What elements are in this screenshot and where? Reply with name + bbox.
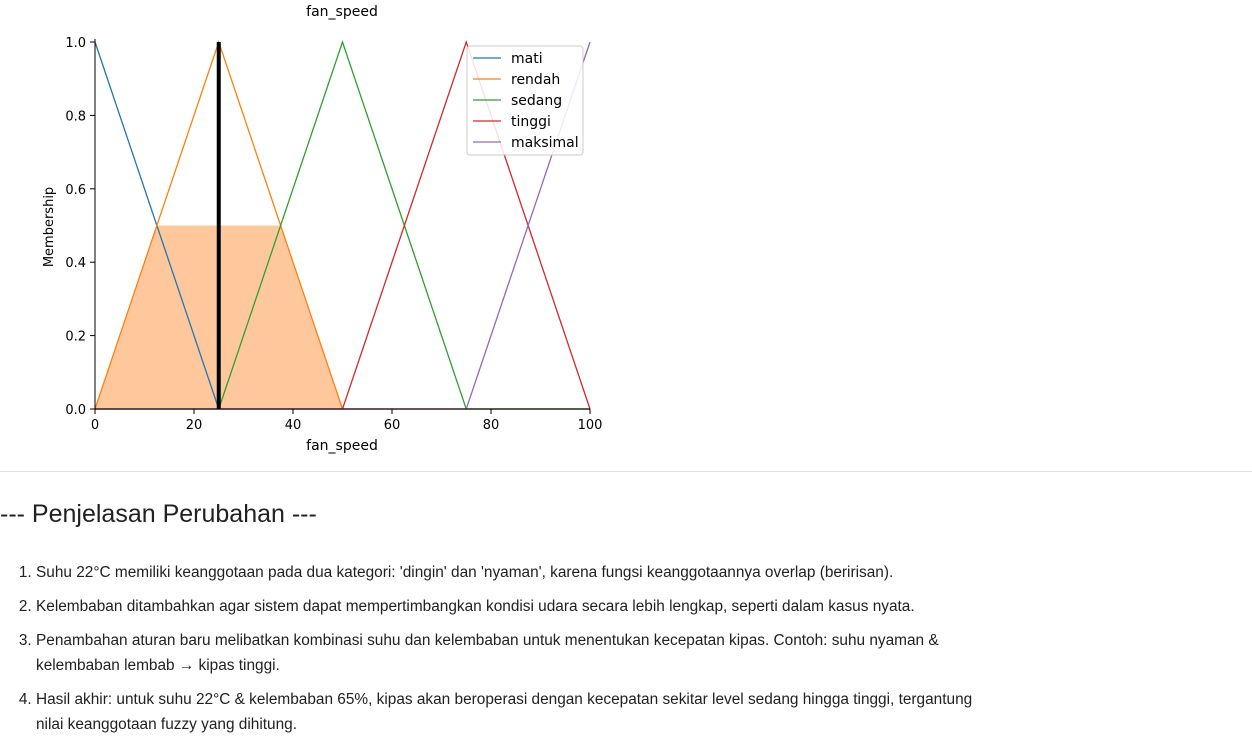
x-tick-label: 100: [578, 418, 603, 433]
legend-label-tinggi: tinggi: [511, 114, 551, 130]
section-divider: [0, 471, 1252, 472]
y-tick-label: 0.2: [65, 330, 86, 345]
x-tick-label: 20: [186, 418, 203, 433]
y-tick-label: 1.0: [65, 36, 86, 51]
chart-title: fan_speed: [306, 4, 378, 20]
x-axis-label: fan_speed: [306, 438, 378, 454]
y-tick-label: 0.0: [65, 403, 86, 418]
legend-label-sedang: sedang: [511, 93, 562, 109]
y-tick-label: 0.8: [65, 109, 86, 124]
list-item: Hasil akhir: untuk suhu 22°C & kelembaba…: [36, 687, 1000, 737]
y-axis-label: Membership: [42, 187, 57, 267]
y-tick-label: 0.6: [65, 183, 86, 198]
explanation-list: Suhu 22°C memiliki keanggotaan pada dua …: [0, 560, 1000, 746]
legend-label-maksimal: maksimal: [511, 135, 579, 151]
fan-speed-chart: fan_speed 0 20 40 60 80 100 0.0 0.2 0.4 0.6 0.8 1.0…: [42, 4, 602, 454]
x-tick-label: 0: [91, 418, 99, 433]
explanation-title: --- Penjelasan Perubahan ---: [0, 500, 317, 528]
legend-label-mati: mati: [511, 51, 543, 67]
legend-box: [466, 45, 584, 156]
plot-area: 0 20 40 60 80 100 0.0 0.2 0.4 0.6 0.8 1.0 mati rendah…: [65, 36, 602, 433]
x-tick-label: 40: [285, 418, 302, 433]
y-tick-label: 0.4: [65, 256, 86, 271]
list-item: Penambahan aturan baru melibatkan kombin…: [36, 628, 1000, 678]
list-item: Kelembaban ditambahkan agar sistem dapat…: [36, 594, 1000, 619]
legend-label-rendah: rendah: [511, 72, 560, 88]
x-tick-label: 80: [483, 418, 500, 433]
x-tick-label: 60: [384, 418, 401, 433]
list-item: Suhu 22°C memiliki keanggotaan pada dua …: [36, 560, 1000, 585]
